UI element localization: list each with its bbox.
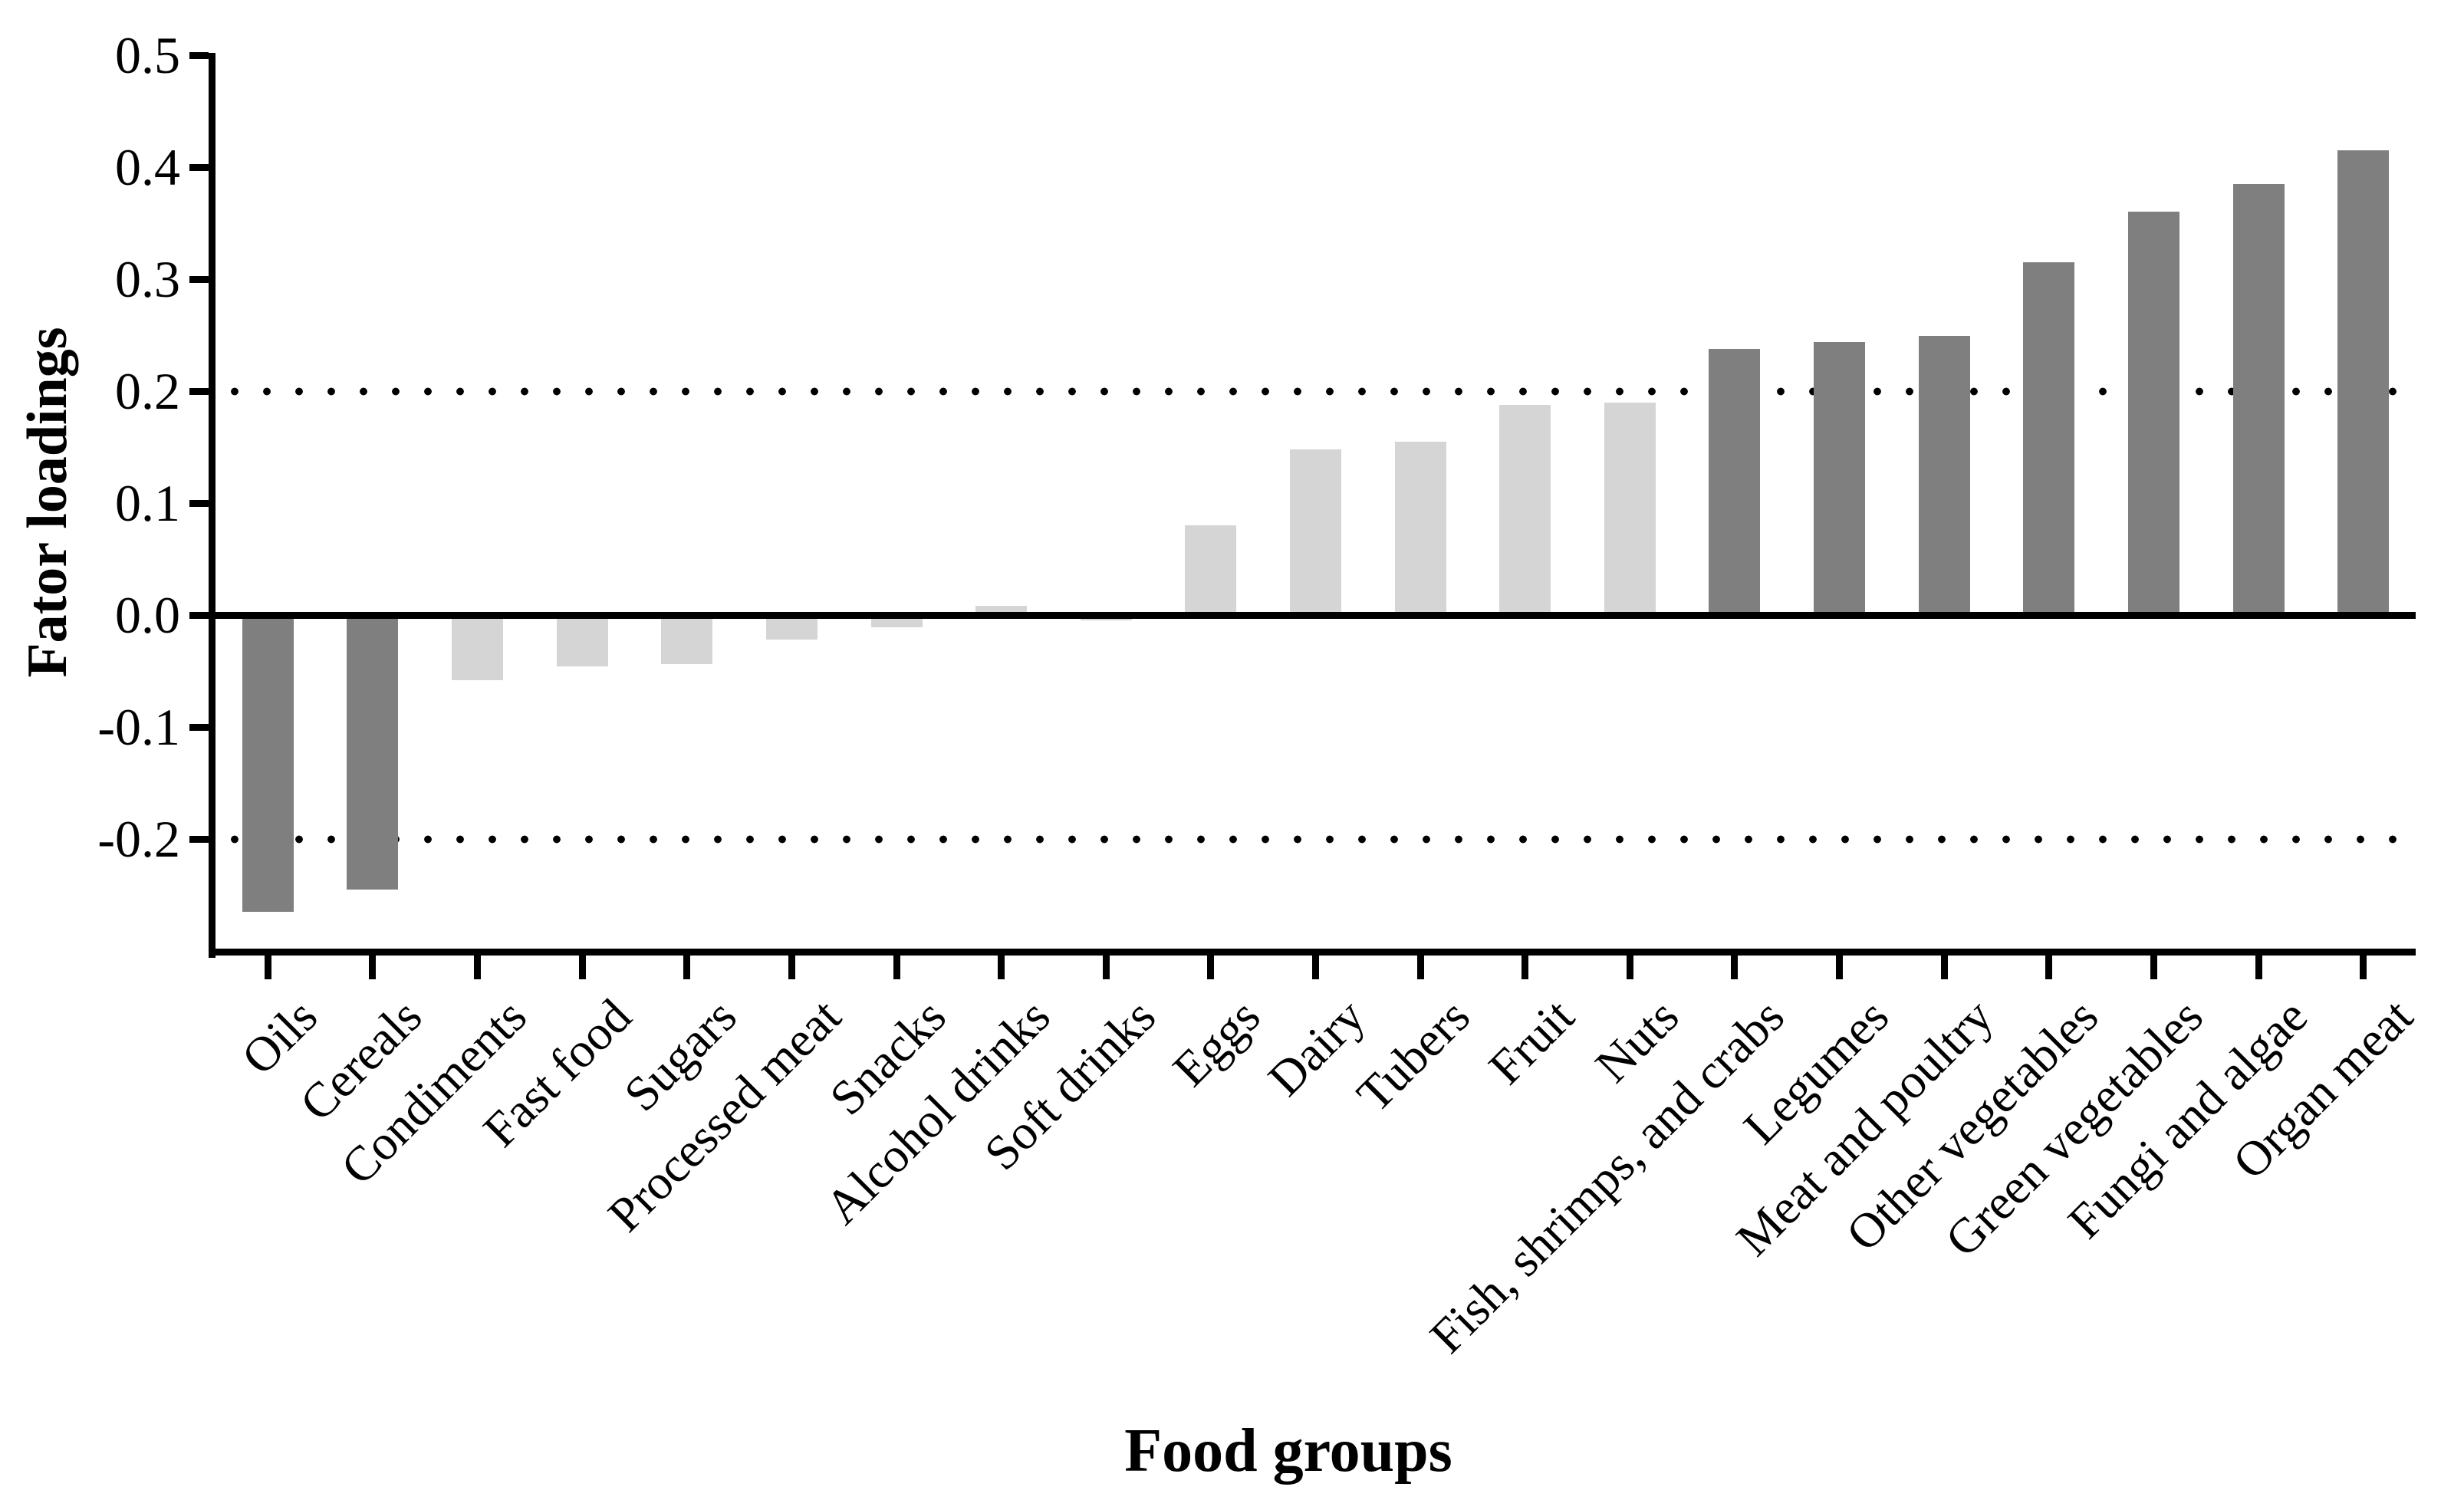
- x-tick-label-eggs: Eggs: [1162, 988, 1271, 1097]
- y-axis-line: [209, 53, 215, 958]
- x-tick: [998, 955, 1005, 979]
- x-tick: [1626, 955, 1633, 979]
- x-tick: [1312, 955, 1319, 979]
- x-tick: [1940, 955, 1948, 979]
- y-tick-label: -0.1: [97, 698, 180, 756]
- x-tick: [788, 955, 795, 979]
- x-tick: [1102, 955, 1110, 979]
- y-tick: [189, 611, 209, 619]
- y-tick: [189, 275, 209, 283]
- bar-cereals: [347, 615, 399, 890]
- y-tick: [189, 163, 209, 171]
- bar-fruit: [1499, 404, 1551, 615]
- x-axis-line: [209, 948, 2416, 956]
- x-tick: [1731, 955, 1739, 979]
- y-tick: [189, 387, 209, 395]
- y-tick-label: 0.0: [115, 586, 180, 644]
- y-tick-label: -0.2: [97, 810, 180, 868]
- bar-dairy: [1290, 449, 1341, 615]
- x-tick: [893, 955, 900, 979]
- x-tick: [264, 955, 271, 979]
- x-tick: [1416, 955, 1424, 979]
- bar-oils: [242, 615, 294, 912]
- y-tick-label: 0.5: [115, 26, 180, 84]
- x-tick-label-tubers: Tubers: [1346, 988, 1480, 1123]
- x-tick: [369, 955, 377, 979]
- bar-meat-and-poultry: [1918, 336, 1970, 615]
- x-tick: [1521, 955, 1529, 979]
- bar-sugars: [661, 615, 713, 665]
- x-tick: [578, 955, 586, 979]
- bar-tubers: [1394, 441, 1446, 615]
- bar-other-vegetables: [2023, 262, 2075, 615]
- bar-processed-meat: [765, 615, 817, 640]
- x-tick: [683, 955, 691, 979]
- x-tick: [2360, 955, 2367, 979]
- x-tick: [474, 955, 482, 979]
- zero-line: [215, 611, 2416, 619]
- y-tick: [189, 51, 209, 59]
- bar-alcohol-drinks: [975, 606, 1028, 615]
- y-tick-label: 0.3: [115, 250, 180, 308]
- bar-nuts: [1604, 402, 1656, 615]
- bar-fish-shrimps-and-crabs: [1709, 348, 1761, 615]
- bar-condiments: [452, 615, 504, 680]
- y-tick: [189, 723, 209, 731]
- reference-line-upper: [219, 387, 2416, 396]
- x-tick: [1207, 955, 1215, 979]
- bar-legumes: [1814, 341, 1866, 615]
- y-tick-label: 0.2: [115, 362, 180, 420]
- x-tick: [2255, 955, 2262, 979]
- x-tick-label-fruit: Fruit: [1478, 988, 1585, 1095]
- bar-fungi-and-algae: [2232, 183, 2285, 615]
- x-tick: [1836, 955, 1844, 979]
- bar-eggs: [1185, 525, 1237, 615]
- bar-fast-food: [556, 615, 608, 667]
- bar-organ-meat: [2337, 150, 2390, 615]
- y-tick-label: 0.1: [115, 474, 180, 532]
- x-tick: [2150, 955, 2157, 979]
- bar-green-vegetables: [2127, 212, 2179, 615]
- x-axis-title: Food groups: [1124, 1417, 1452, 1485]
- y-tick: [189, 835, 209, 843]
- reference-line-lower: [219, 834, 2416, 844]
- y-tick-label: 0.4: [115, 138, 180, 196]
- x-tick: [2045, 955, 2053, 979]
- y-tick: [189, 499, 209, 507]
